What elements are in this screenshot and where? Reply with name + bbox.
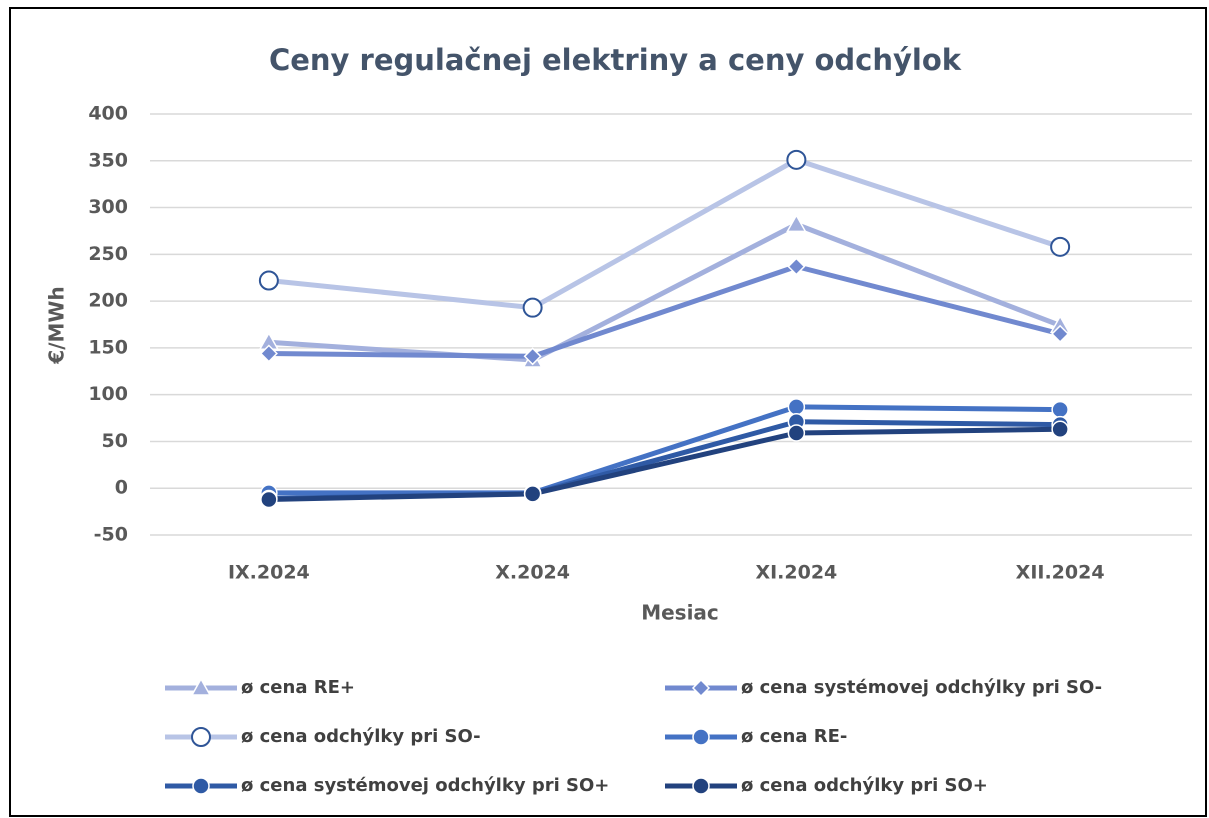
data-point — [1051, 324, 1070, 343]
data-point — [259, 344, 278, 363]
series-line — [268, 426, 1061, 502]
legend-label: ø cena RE- — [741, 726, 847, 747]
data-point — [523, 347, 542, 366]
y-tick-label: 100 — [88, 383, 128, 405]
data-point — [1050, 236, 1071, 257]
data-point — [787, 257, 806, 276]
data-point — [1051, 400, 1069, 419]
legend-marker — [692, 777, 710, 795]
series-line — [268, 263, 1061, 359]
data-point — [523, 485, 542, 503]
x-axis-label: Mesiac — [641, 601, 719, 625]
chart-title: Ceny regulačnej elektriny a ceny odchýlo… — [269, 43, 962, 77]
data-point — [260, 490, 278, 509]
series-line — [268, 221, 1062, 363]
y-tick-label: 250 — [88, 243, 128, 265]
y-tick-label: 400 — [88, 103, 128, 125]
x-tick-label: XII.2024 — [1016, 562, 1105, 584]
data-point — [787, 424, 806, 442]
y-tick-label: -50 — [94, 524, 128, 546]
x-tick-label: IX.2024 — [228, 562, 310, 584]
data-point — [258, 270, 279, 291]
data-point — [786, 213, 807, 233]
data-point — [522, 297, 543, 318]
y-tick-label: 50 — [102, 430, 128, 452]
legend-label: ø cena RE+ — [241, 677, 355, 698]
legend-label: ø cena odchýlky pri SO- — [241, 726, 481, 747]
legend-label: ø cena systémovej odchýlky pri SO+ — [241, 775, 609, 796]
series-line — [268, 157, 1061, 311]
x-tick-label: X.2024 — [495, 562, 570, 584]
chart-frame — [9, 7, 1207, 817]
x-tick-label: XI.2024 — [755, 562, 837, 584]
legend-marker — [691, 678, 711, 698]
y-tick-label: 0 — [115, 477, 128, 499]
data-point — [787, 398, 806, 416]
y-tick-label: 300 — [88, 196, 128, 218]
legend-label: ø cena systémovej odchýlky pri SO- — [741, 677, 1102, 698]
series-line — [268, 404, 1061, 496]
legend-marker — [190, 677, 212, 696]
data-point — [1051, 420, 1069, 439]
legend-marker — [692, 728, 710, 746]
y-axis-label: €/MWh — [45, 286, 69, 364]
legend-marker — [191, 727, 211, 747]
data-point — [786, 149, 807, 170]
legend-marker — [192, 777, 210, 795]
y-tick-label: 350 — [88, 149, 128, 171]
y-tick-label: 150 — [88, 336, 128, 358]
legend-label: ø cena odchýlky pri SO+ — [741, 775, 988, 796]
y-tick-label: 200 — [88, 290, 128, 312]
